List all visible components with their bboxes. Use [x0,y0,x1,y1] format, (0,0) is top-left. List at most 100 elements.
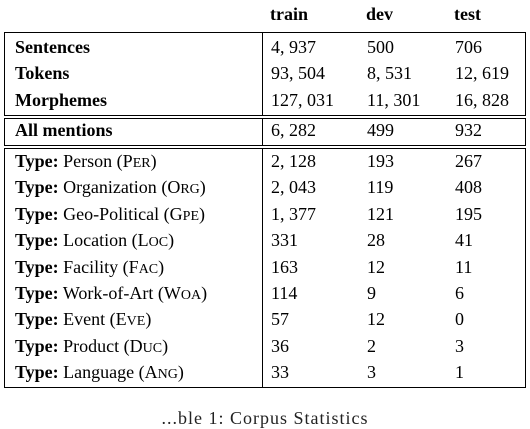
type-prefix: Type: [15,256,59,277]
type-name: Organization [63,177,157,198]
cell-train: 127, 031 [271,90,334,110]
mentions-section: All mentions 6, 282 499 932 [4,118,526,146]
type-abbr: Gpe [169,203,199,224]
cell-test: 41 [455,230,473,251]
type-name: Geo-Political [63,203,160,224]
table-header: train dev test [4,0,526,32]
table-row: Tokens 93, 504 8, 531 12, 619 [5,62,525,88]
type-name: Language [63,362,135,383]
cell-test: 16, 828 [455,90,509,110]
table-row: Type: Geo-Political (Gpe) 1, 377 121 195 [5,203,525,229]
cell-dev: 500 [367,37,394,57]
table-row: All mentions 6, 282 499 932 [5,119,525,145]
table-row: Type: Work-of-Art (Woa) 114 9 6 [5,282,525,308]
cell-dev: 3 [367,362,376,383]
row-label: Type: Organization (Org) [15,177,206,198]
type-prefix: Type: [15,230,59,251]
cell-train: 36 [271,335,289,356]
row-label: All mentions [15,120,113,140]
cell-test: 408 [455,177,482,198]
cell-train: 331 [271,230,298,251]
type-prefix: Type: [15,309,59,330]
table-row: Type: Event (Eve) 57 12 0 [5,308,525,334]
cell-test: 6 [455,283,464,303]
type-name: Product [63,335,120,356]
cell-dev: 11, 301 [367,90,421,110]
cell-dev: 9 [367,283,376,303]
type-prefix: Type: [15,283,59,303]
type-name: Event [63,309,106,330]
table-row: Type: Organization (Org) 2, 043 119 408 [5,176,525,202]
row-label: Type: Geo-Political (Gpe) [15,203,205,224]
cell-test: 12, 619 [455,63,509,83]
cell-train: 2, 128 [271,151,316,171]
row-label: Type: Event (Eve) [15,309,152,330]
type-abbr: Eve [115,309,146,330]
row-label: Type: Language (Ang) [15,362,184,383]
table-caption: ...ble 1: Corpus Statistics [161,408,369,428]
column-divider [262,149,263,387]
column-divider [262,119,263,145]
table-row: Type: Person (Per) 2, 128 193 267 [5,150,525,176]
cell-test: 195 [455,203,482,224]
cell-dev: 28 [367,230,385,251]
column-divider [262,33,263,115]
type-name: Facility [63,256,119,277]
cell-test: 1 [455,362,464,383]
type-abbr: Org [167,177,200,198]
cell-test: 11 [455,256,473,277]
cell-train: 93, 504 [271,63,325,83]
row-label: Morphemes [15,90,107,110]
type-abbr: Woa [163,283,202,303]
row-label: Type: Work-of-Art (Woa) [15,283,208,303]
type-prefix: Type: [15,362,59,383]
table-row: Type: Facility (Fac) 163 12 11 [5,256,525,282]
cell-dev: 12 [367,256,385,277]
summary-section: Sentences 4, 937 500 706 Tokens 93, 504 … [4,32,526,116]
table-row: Type: Product (Duc) 36 2 3 [5,335,525,361]
cell-train: 163 [271,256,298,277]
cell-dev: 2 [367,335,376,356]
table-row: Type: Location (Loc) 331 28 41 [5,229,525,255]
type-prefix: Type: [15,203,59,224]
type-abbr: Per [122,151,151,171]
cell-train: 4, 937 [271,37,316,57]
header-dev: dev [366,4,393,24]
table-row: Sentences 4, 937 500 706 [5,36,525,62]
type-abbr: Ang [144,362,178,383]
cell-dev: 8, 531 [367,63,412,83]
cell-test: 932 [455,120,482,140]
statistics-table: train dev test Sentences 4, 937 500 706 … [4,0,526,390]
cell-train: 57 [271,309,289,330]
type-prefix: Type: [15,151,59,171]
cell-test: 267 [455,151,482,171]
table-row: Morphemes 127, 031 11, 301 16, 828 [5,89,525,115]
cell-test: 3 [455,335,464,356]
table-row: Type: Language (Ang) 33 3 1 [5,361,525,387]
cell-dev: 12 [367,309,385,330]
row-label: Type: Product (Duc) [15,335,169,356]
type-prefix: Type: [15,177,59,198]
cell-train: 1, 377 [271,203,316,224]
row-label: Tokens [15,63,70,83]
cell-dev: 121 [367,203,394,224]
type-name: Work-of-Art [62,283,154,303]
row-label: Type: Person (Per) [15,151,157,171]
cell-dev: 499 [367,120,394,140]
cell-dev: 119 [367,177,394,198]
type-name: Location [63,230,128,251]
cell-test: 706 [455,37,482,57]
row-label: Sentences [15,37,90,57]
type-abbr: Loc [137,230,169,251]
cell-train: 33 [271,362,289,383]
header-test: test [454,4,481,24]
type-name: Person [63,151,113,171]
header-train: train [270,4,308,24]
cell-train: 2, 043 [271,177,316,198]
cell-test: 0 [455,309,464,330]
type-abbr: Fac [128,256,159,277]
cell-train: 6, 282 [271,120,316,140]
type-abbr: Duc [129,335,163,356]
row-label: Type: Location (Loc) [15,230,175,251]
type-prefix: Type: [15,335,59,356]
